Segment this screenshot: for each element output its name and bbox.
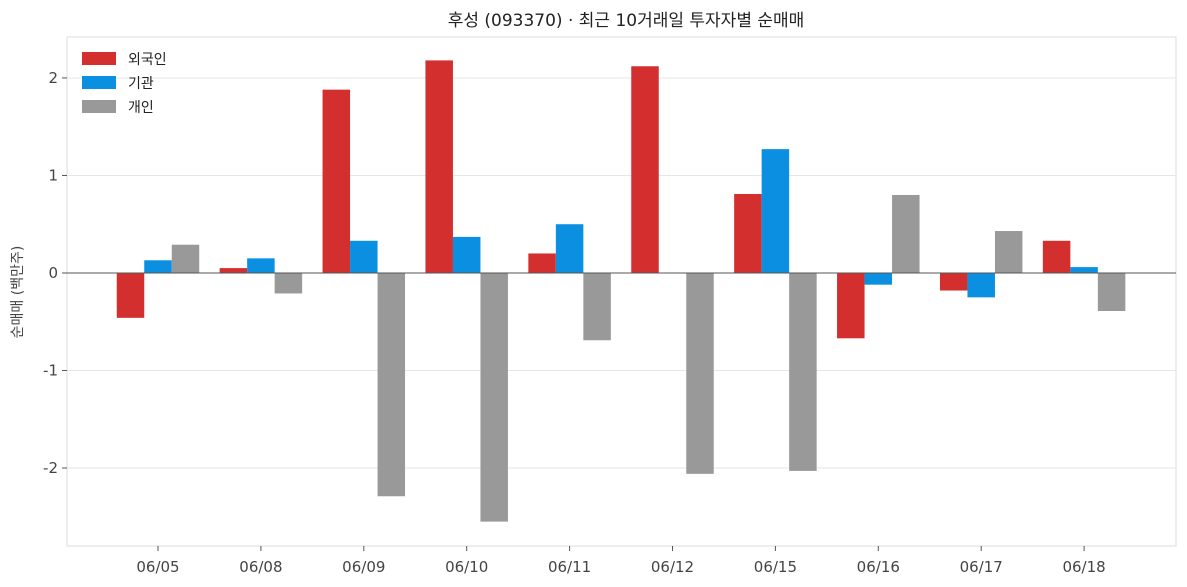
bars [116, 60, 1126, 522]
bar [789, 272, 817, 471]
y-axis-ticks: -2 -1 0 1 2 [43, 69, 67, 477]
x-tick-label: 06/15 [754, 558, 797, 576]
bar [686, 272, 714, 474]
legend-label: 외국인 [128, 52, 167, 68]
y-tick-label: 1 [48, 166, 58, 184]
y-tick-label: 2 [48, 69, 58, 87]
bar [994, 231, 1023, 273]
legend-label: 개인 [128, 100, 154, 116]
bar [219, 268, 248, 273]
x-tick-label: 06/17 [960, 558, 1003, 576]
bar [116, 272, 145, 318]
bar [350, 240, 378, 273]
bar [452, 236, 481, 273]
x-tick-label: 06/09 [342, 558, 385, 576]
y-axis-label: 순매매 (백만주) [10, 246, 26, 339]
bar [274, 272, 303, 294]
bar [377, 272, 406, 497]
bar [734, 193, 762, 273]
bar [864, 272, 893, 285]
legend-swatch [82, 100, 116, 113]
bar [892, 194, 920, 273]
bar [583, 272, 611, 341]
bar [480, 272, 508, 522]
plot-area [66, 36, 1177, 547]
legend-swatch [82, 76, 116, 89]
bar [631, 66, 659, 273]
bar [761, 149, 790, 273]
bar [171, 244, 200, 273]
bar [144, 260, 172, 273]
x-tick-label: 06/12 [651, 558, 694, 576]
bar [939, 272, 968, 291]
bar [837, 272, 865, 339]
bar [322, 89, 351, 273]
bar [555, 224, 584, 273]
grid-lines [67, 77, 1176, 469]
x-axis-ticks: 06/05 06/08 06/09 06/10 06/11 06/12 06/15 06/16… [136, 546, 1106, 576]
bar [528, 253, 556, 273]
bar [1097, 272, 1126, 312]
x-tick-label: 06/05 [136, 558, 179, 576]
x-tick-label: 06/10 [445, 558, 488, 576]
x-tick-label: 06/11 [548, 558, 591, 576]
legend-label: 기관 [128, 76, 154, 92]
y-tick-label: 0 [48, 264, 58, 282]
legend-swatch [82, 52, 116, 65]
bar [1042, 240, 1071, 273]
bar [247, 258, 275, 273]
bar [1070, 267, 1098, 273]
y-tick-label: -1 [43, 361, 58, 379]
y-tick-label: -2 [43, 459, 58, 477]
chart-title: 후성 (093370) · 최근 10거래일 투자자별 순매매 [448, 11, 805, 31]
bar [425, 60, 453, 273]
x-tick-label: 06/18 [1062, 558, 1105, 576]
bar [967, 272, 995, 298]
x-tick-label: 06/16 [857, 558, 900, 576]
x-tick-label: 06/08 [239, 558, 282, 576]
